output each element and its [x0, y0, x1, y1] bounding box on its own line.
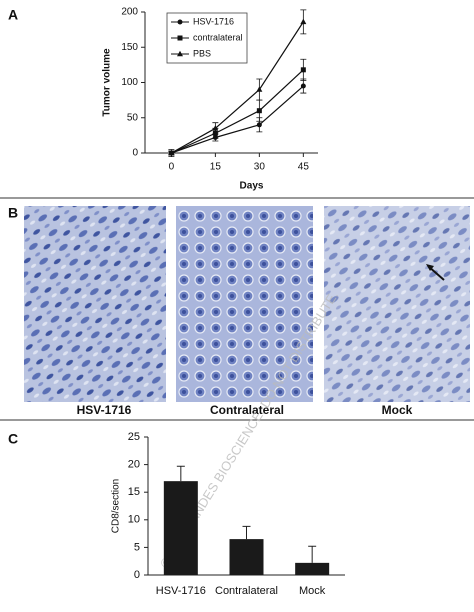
marker [300, 18, 307, 25]
error-bar [176, 465, 185, 482]
marker [177, 50, 183, 57]
x-tick-label: 30 [254, 162, 266, 173]
series-line [171, 69, 304, 154]
x-tick-label: 15 [210, 162, 222, 173]
y-tick-label: 100 [121, 77, 138, 88]
x-tick-label: Mock [299, 585, 326, 597]
y-tick-label: 20 [128, 459, 140, 471]
panel-label: B [8, 205, 18, 221]
marker [256, 122, 262, 128]
marker [212, 125, 219, 131]
y-tick-label: 0 [134, 569, 140, 581]
legend-label: contralateral [193, 32, 243, 42]
y-tick-label: 10 [128, 514, 140, 526]
x-tick-label: Contralateral [215, 585, 278, 597]
y-tick-label: 0 [132, 148, 138, 159]
y-axis-label: Tumor volume [102, 48, 113, 117]
marker [300, 83, 306, 89]
x-axis-label: Days [240, 181, 264, 192]
panel-label: C [8, 431, 18, 447]
x-tick-label: 0 [169, 162, 175, 173]
y-tick-label: 150 [121, 42, 138, 53]
legend-label: PBS [193, 48, 211, 58]
error-bar [242, 525, 251, 540]
error-bar [308, 545, 317, 563]
y-tick-label: 5 [134, 541, 140, 553]
x-tick-label: 45 [298, 162, 310, 173]
legend-label: HSV-1716 [193, 16, 234, 26]
marker [177, 19, 183, 25]
marker [256, 86, 263, 92]
marker [168, 149, 175, 156]
x-tick-label: HSV-1716 [156, 585, 206, 597]
image-caption: Mock [382, 403, 413, 417]
micrograph [324, 206, 470, 402]
image-caption: HSV-1716 [77, 403, 132, 417]
bar [163, 481, 198, 575]
bar [229, 539, 264, 575]
series-line [171, 21, 304, 154]
micrograph [24, 206, 166, 402]
y-tick-label: 15 [128, 486, 140, 498]
series-line [171, 85, 304, 154]
y-tick-label: 50 [127, 112, 139, 123]
image-caption: Contralateral [210, 403, 284, 417]
arrow-head [426, 264, 434, 271]
bar [295, 562, 330, 575]
marker [256, 108, 262, 114]
y-tick-label: 200 [121, 7, 138, 18]
micrograph [176, 206, 313, 402]
marker [177, 35, 183, 41]
y-axis-label: CD8/section [111, 479, 122, 533]
panel-label: A [8, 7, 18, 23]
y-tick-label: 25 [128, 431, 140, 443]
marker [300, 67, 306, 73]
